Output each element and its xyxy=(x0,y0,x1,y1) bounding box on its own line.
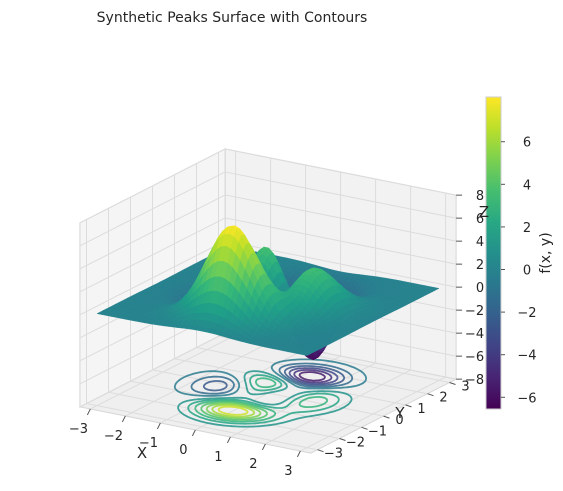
y-tick xyxy=(406,405,412,407)
x-tick xyxy=(122,416,125,422)
x-axis-label: X xyxy=(137,444,147,462)
z-tick-label: 0 xyxy=(476,281,484,296)
x-tick xyxy=(227,437,230,443)
colorbar-tick-label: −2 xyxy=(517,306,536,321)
z-tick-label: 8 xyxy=(476,189,484,204)
z-tick-label: −4 xyxy=(465,327,484,342)
colorbar-tick-label: 0 xyxy=(523,264,531,279)
x-tick-label: 0 xyxy=(179,443,187,458)
x-tick-label: 2 xyxy=(249,457,257,472)
y-tick-label: 1 xyxy=(417,402,425,417)
y-tick xyxy=(340,439,346,441)
colorbar-tick-label: 2 xyxy=(523,221,531,236)
x-tick-label: 3 xyxy=(284,464,292,479)
y-tick-label: 2 xyxy=(439,391,447,406)
z-axis-label: Z xyxy=(479,203,489,221)
y-tick xyxy=(318,450,324,452)
x-tick-label: −2 xyxy=(104,429,123,444)
x-tick xyxy=(297,451,300,457)
colorbar-gradient xyxy=(486,97,501,409)
y-tick-label: −1 xyxy=(368,424,387,439)
z-tick-label: −2 xyxy=(465,304,484,319)
x-tick-label: −3 xyxy=(69,422,88,437)
z-tick-label: −8 xyxy=(465,373,484,388)
colorbar-tick-label: −4 xyxy=(517,349,536,364)
colorbar-tick-label: −6 xyxy=(517,391,536,406)
x-tick-label: 1 xyxy=(214,450,222,465)
x-tick xyxy=(157,423,160,429)
y-tick xyxy=(362,427,368,429)
colorbar-tick-label: 6 xyxy=(523,136,531,151)
y-tick xyxy=(450,383,456,385)
y-tick xyxy=(384,416,390,418)
y-tick-label: −2 xyxy=(346,436,365,451)
y-tick-label: −3 xyxy=(324,447,343,462)
colorbar-tick-label: 4 xyxy=(523,178,531,193)
x-tick xyxy=(87,409,90,415)
colorbar: −6 −4 −2 0 2 4 6 xyxy=(486,97,537,409)
colorbar-label: f(x, y) xyxy=(538,232,554,273)
y-axis-label: Y xyxy=(394,404,405,422)
z-tick-label: 4 xyxy=(476,235,484,250)
chart-title: Synthetic Peaks Surface with Contours xyxy=(97,10,368,26)
y-tick xyxy=(428,394,434,396)
x-tick xyxy=(262,444,265,450)
x-tick xyxy=(192,430,195,436)
z-tick-label: −6 xyxy=(465,350,484,365)
z-tick-label: 2 xyxy=(476,258,484,273)
